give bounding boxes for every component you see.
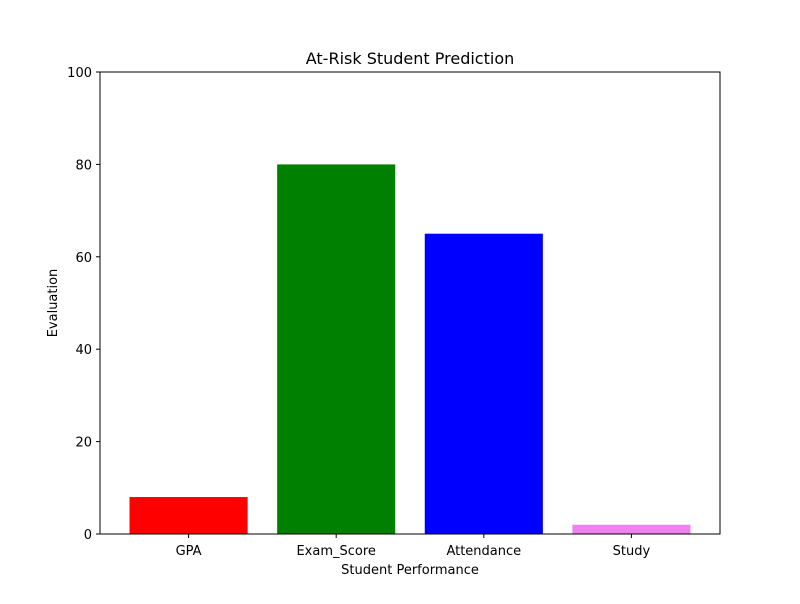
bar-study — [572, 524, 691, 534]
x-tick-label: Exam_Score — [296, 544, 375, 559]
y-tick-label: 0 — [84, 528, 92, 543]
x-tick-label: GPA — [176, 544, 202, 559]
y-tick-label: 100 — [67, 66, 92, 81]
bar-attendance — [424, 233, 543, 534]
chart-title: At-Risk Student Prediction — [306, 49, 515, 68]
y-tick-label: 20 — [75, 436, 92, 451]
x-axis-label: Student Performance — [341, 563, 479, 578]
bar-exam-score — [277, 164, 396, 534]
y-tick-label: 80 — [75, 158, 92, 173]
x-tick-label: Study — [613, 544, 651, 559]
y-tick-label: 40 — [75, 343, 92, 358]
axes-frame — [99, 71, 721, 535]
y-axis-label: Evaluation — [46, 269, 61, 338]
bar-gpa — [129, 497, 248, 534]
plot-area: GPA Exam_Score Attendance Study 0 20 40 60 80 100 — [67, 66, 721, 559]
x-tick-label: Attendance — [446, 544, 521, 559]
y-tick-label: 60 — [75, 251, 92, 266]
